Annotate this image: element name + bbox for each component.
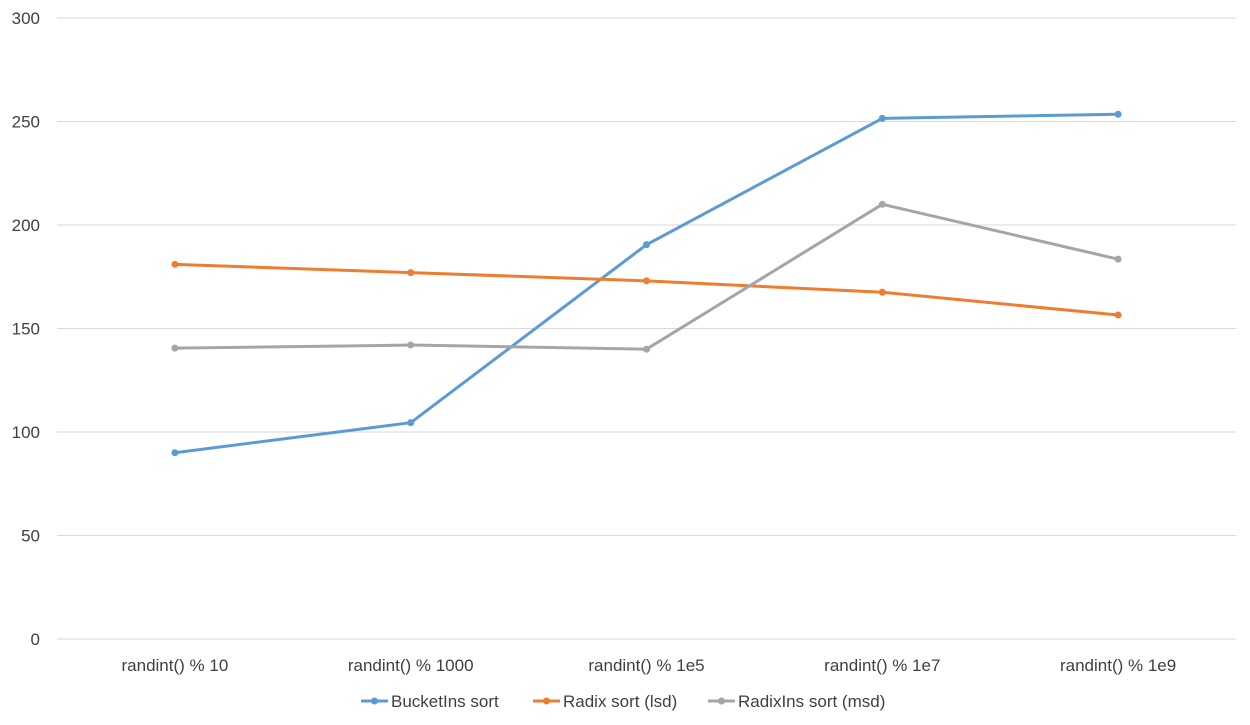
data-point bbox=[643, 277, 650, 285]
data-point bbox=[171, 344, 179, 352]
x-tick-label: randint() % 1e7 bbox=[824, 656, 940, 675]
x-tick-label: randint() % 1000 bbox=[348, 656, 474, 675]
x-tick-label: randint() % 10 bbox=[122, 656, 229, 675]
data-point bbox=[643, 241, 650, 249]
y-tick-label: 50 bbox=[21, 527, 40, 546]
legend-item: BucketIns sort bbox=[361, 692, 499, 711]
data-point bbox=[878, 114, 886, 122]
data-point bbox=[171, 260, 179, 268]
y-tick-label: 300 bbox=[12, 9, 40, 28]
series-0 bbox=[171, 110, 1122, 457]
legend-label: RadixIns sort (msd) bbox=[738, 692, 885, 711]
data-point bbox=[407, 341, 415, 349]
data-point bbox=[1114, 311, 1122, 319]
y-tick-label: 100 bbox=[12, 423, 40, 442]
data-point bbox=[407, 269, 415, 277]
legend-item: Radix sort (lsd) bbox=[533, 692, 677, 711]
legend-swatch-marker bbox=[543, 697, 550, 705]
data-point bbox=[1114, 110, 1122, 118]
series-1 bbox=[171, 260, 1122, 319]
legend-label: Radix sort (lsd) bbox=[563, 692, 677, 711]
series-lines bbox=[171, 110, 1122, 457]
data-point bbox=[171, 449, 179, 457]
y-tick-label: 150 bbox=[12, 320, 40, 339]
legend-item: RadixIns sort (msd) bbox=[708, 692, 885, 711]
series-2 bbox=[171, 200, 1122, 353]
legend-swatch-marker bbox=[718, 697, 725, 705]
legend-label: BucketIns sort bbox=[391, 692, 499, 711]
x-axis-tick-labels: randint() % 10 randint() % 1000 randint() … bbox=[122, 656, 1177, 675]
y-tick-label: 250 bbox=[12, 113, 40, 132]
legend-swatch-marker bbox=[371, 697, 378, 705]
x-tick-label: randint() % 1e9 bbox=[1060, 656, 1176, 675]
data-point bbox=[878, 200, 886, 208]
y-tick-label: 0 bbox=[31, 630, 40, 649]
legend: BucketIns sort Radix sort (lsd) RadixIns s… bbox=[361, 692, 885, 711]
gridlines bbox=[57, 17, 1236, 640]
data-point bbox=[1114, 255, 1122, 263]
y-tick-label: 200 bbox=[12, 216, 40, 235]
data-point bbox=[643, 345, 650, 353]
x-tick-label: randint() % 1e5 bbox=[588, 656, 704, 675]
data-point bbox=[878, 288, 886, 296]
y-axis-tick-labels: 0 50 100 150 200 250 300 bbox=[12, 9, 40, 649]
data-point bbox=[407, 419, 415, 427]
